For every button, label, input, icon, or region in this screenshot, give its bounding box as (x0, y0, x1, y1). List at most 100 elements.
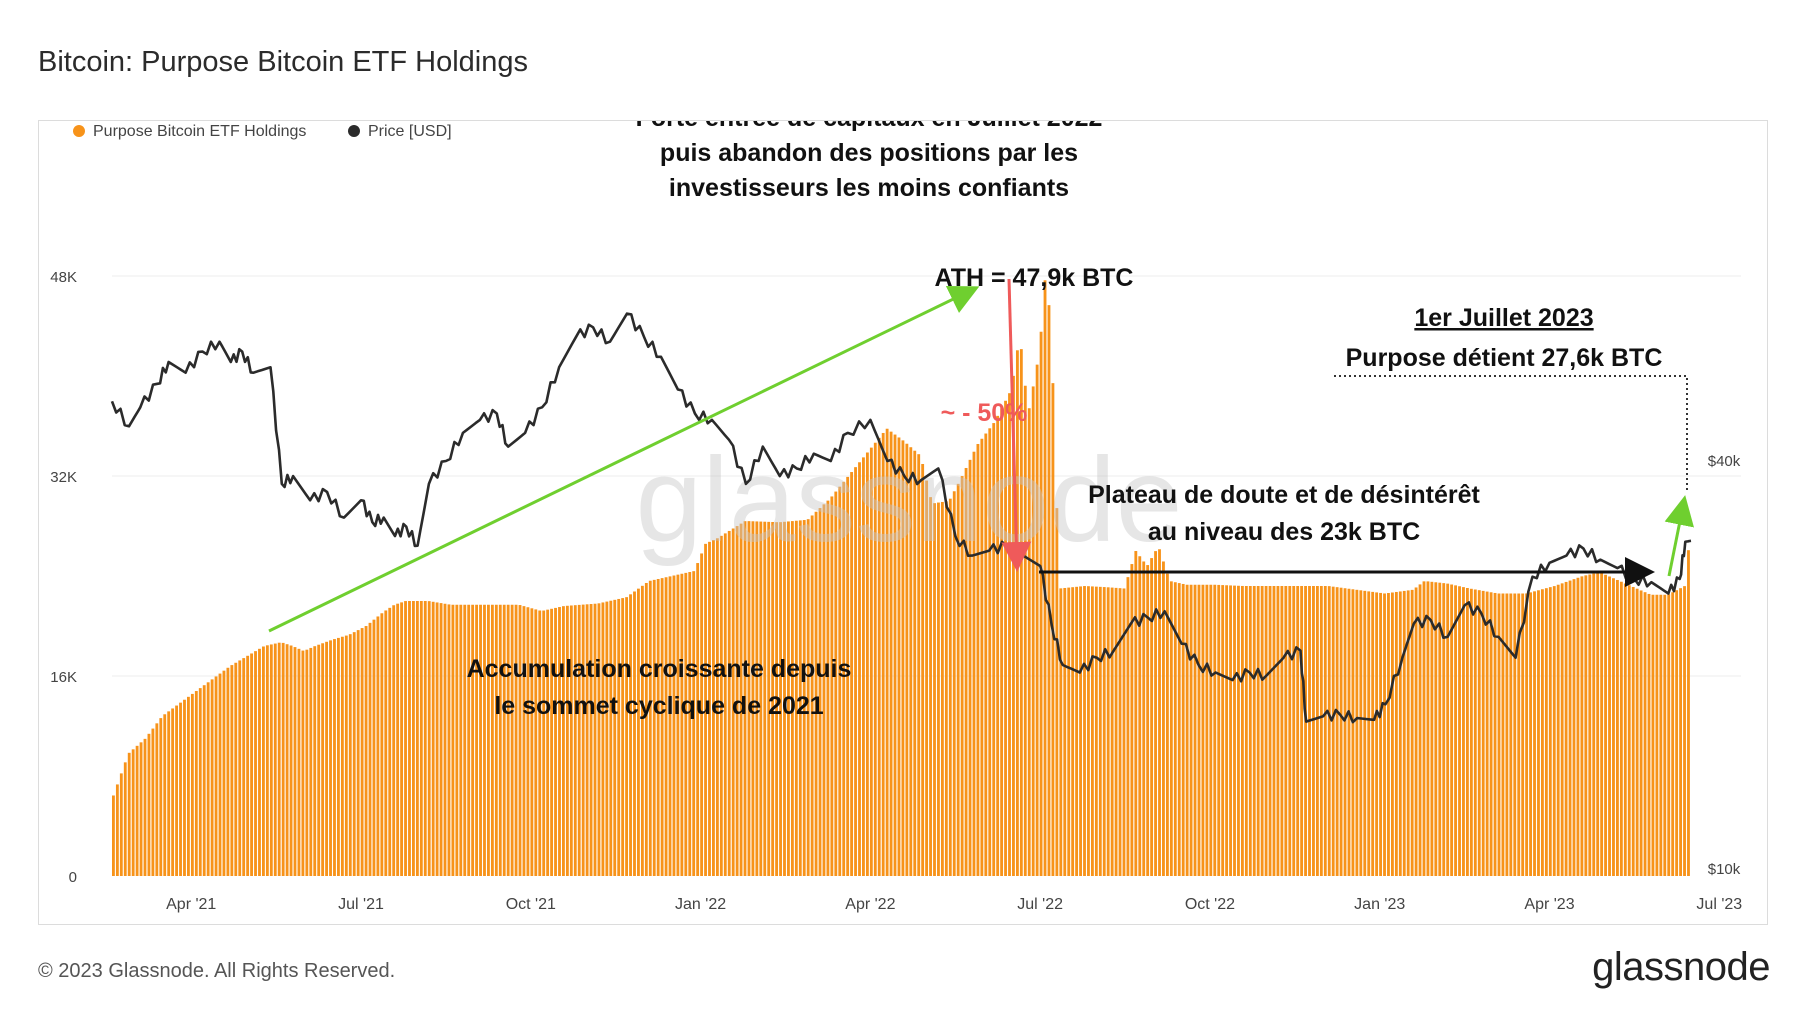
holdings-bar (463, 604, 467, 876)
holdings-bar (1327, 586, 1331, 876)
holdings-bar (467, 604, 471, 876)
holdings-bar (459, 604, 463, 876)
holdings-bar (514, 604, 518, 876)
holdings-bar (352, 632, 356, 876)
legend-label: Purpose Bitcoin ETF Holdings (93, 123, 306, 140)
holdings-bar (380, 613, 384, 876)
holdings-bar (1556, 584, 1560, 876)
holdings-bar (455, 604, 459, 876)
x-tick-label: Jul '23 (1696, 896, 1742, 913)
holdings-bar (913, 450, 917, 876)
holdings-bar (629, 594, 632, 876)
x-tick-label: Jul '22 (1017, 896, 1063, 913)
holdings-bar (692, 571, 696, 876)
holdings-bar (139, 742, 143, 876)
holdings-bar (664, 577, 668, 876)
holdings-bar (364, 626, 368, 876)
holdings-bar (625, 597, 629, 876)
holdings-bar (1667, 594, 1671, 876)
holdings-bar (715, 538, 719, 876)
holdings-bar (431, 601, 435, 876)
annotation-date: 1er Juillet 2023 (1414, 304, 1593, 332)
holdings-bar (1493, 592, 1497, 876)
holdings-bar (644, 582, 648, 876)
holdings-bar (171, 708, 175, 876)
holdings-bars (112, 280, 1690, 876)
holdings-bar (1126, 577, 1130, 876)
holdings-bar (1568, 580, 1572, 876)
holdings-bar (763, 521, 767, 876)
holdings-bar (1623, 583, 1627, 876)
holdings-bar (1079, 586, 1082, 876)
holdings-bar (948, 498, 952, 876)
chart-container: glassnode 0 16K 32K 48K $10k $40k Apr '21 Jul '… (38, 120, 1768, 925)
holdings-bar (554, 607, 557, 876)
holdings-bar (1477, 590, 1481, 876)
holdings-bar (542, 610, 546, 876)
holdings-bar (862, 457, 865, 876)
holdings-bar (1260, 586, 1264, 876)
holdings-bar (1347, 588, 1351, 876)
holdings-bar (1296, 586, 1300, 876)
holdings-bar (672, 575, 676, 876)
holdings-bar (1122, 588, 1126, 876)
holdings-bar (1367, 591, 1371, 876)
holdings-bar (893, 434, 897, 876)
holdings-bar (1142, 561, 1146, 876)
holdings-bar (573, 605, 577, 876)
legend-label: Price [USD] (368, 123, 452, 140)
holdings-bar (498, 604, 502, 876)
holdings-bar (518, 605, 522, 876)
holdings-bar (810, 515, 814, 876)
holdings-bar (1319, 586, 1323, 876)
holdings-bar (565, 605, 569, 876)
holdings-bar (1371, 591, 1375, 876)
holdings-bar (779, 522, 782, 876)
annotation-ath: ATH = 47,9k BTC (935, 264, 1134, 292)
annotation-top-title: puis abandon des positions par les (660, 139, 1078, 167)
holdings-bar (1067, 587, 1071, 876)
holdings-bar (167, 711, 171, 876)
holdings-bar (735, 526, 739, 876)
holdings-bar (1106, 587, 1110, 876)
holdings-bar (1497, 593, 1501, 876)
holdings-bar (814, 511, 818, 876)
holdings-bar (131, 749, 135, 876)
holdings-bar (1343, 588, 1347, 876)
holdings-bar (1473, 589, 1477, 876)
holdings-bar (285, 644, 289, 876)
holdings-bar (881, 432, 885, 876)
holdings-bar (640, 585, 644, 876)
holdings-bar (1023, 385, 1027, 876)
holdings-bar (155, 723, 159, 876)
holdings-bar (143, 738, 147, 876)
holdings-bar (988, 428, 992, 876)
holdings-bar (427, 601, 431, 876)
holdings-bar (1398, 591, 1402, 876)
holdings-bar (163, 714, 167, 876)
holdings-bar (534, 609, 538, 876)
holdings-bar (242, 658, 246, 876)
holdings-bar (1509, 593, 1513, 876)
holdings-bar (1501, 593, 1505, 876)
holdings-bar (151, 728, 155, 876)
holdings-bar (451, 604, 455, 876)
legend-swatch (73, 125, 85, 137)
holdings-bar (660, 578, 664, 876)
holdings-bar (1462, 587, 1465, 876)
holdings-bar (1418, 584, 1422, 876)
holdings-bar (119, 773, 123, 876)
holdings-bar (1090, 586, 1094, 876)
holdings-bar (265, 645, 269, 876)
holdings-bar (1217, 584, 1221, 876)
holdings-bar (388, 607, 392, 876)
holdings-bar (372, 619, 376, 876)
holdings-bar (834, 491, 838, 876)
watermark: glassnode (635, 433, 1182, 567)
holdings-bar (135, 745, 139, 876)
holdings-bar (747, 521, 751, 876)
holdings-bar (1584, 575, 1588, 876)
x-tick-label: Apr '23 (1524, 896, 1574, 913)
holdings-bar (783, 521, 786, 876)
holdings-bar (1679, 588, 1682, 876)
